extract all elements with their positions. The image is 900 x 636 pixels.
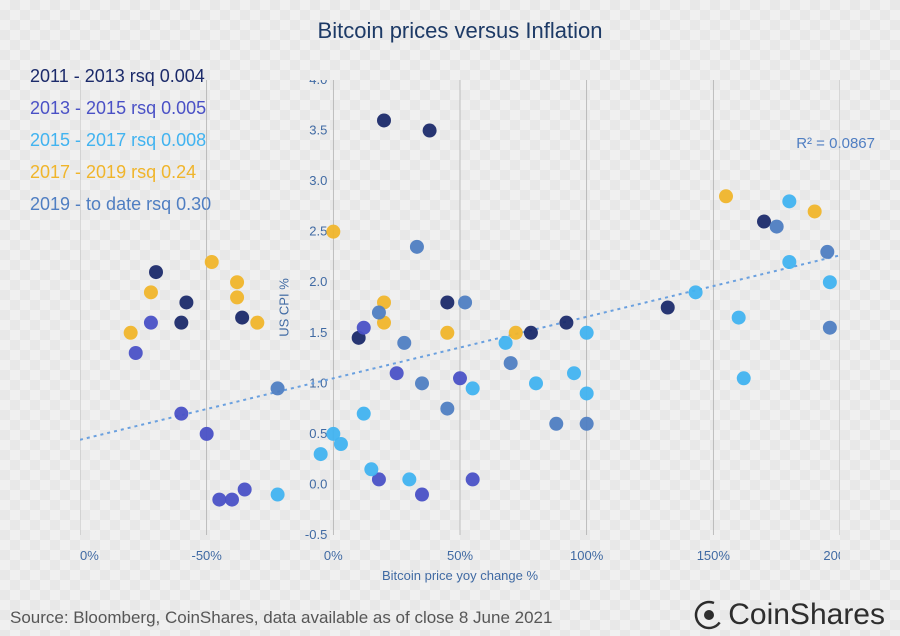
svg-text:100%: 100%	[570, 548, 604, 563]
chart-container: Bitcoin prices versus Inflation 2011 - 2…	[0, 0, 900, 636]
svg-text:2.5: 2.5	[309, 224, 327, 239]
brand-text: CoinShares	[728, 598, 885, 632]
brand-logo: CoinShares	[694, 598, 885, 632]
svg-text:4.0: 4.0	[309, 80, 327, 87]
svg-text:200%: 200%	[823, 548, 840, 563]
svg-text:50%: 50%	[447, 548, 473, 563]
svg-text:2.0: 2.0	[309, 274, 327, 289]
svg-text:0%: 0%	[324, 548, 343, 563]
svg-text:US CPI %: US CPI %	[276, 278, 291, 337]
svg-text:0.5: 0.5	[309, 426, 327, 441]
svg-text:3.5: 3.5	[309, 123, 327, 138]
plot-svg: -100%-50%0%50%100%150%200%-0.50.00.51.01…	[80, 80, 840, 595]
svg-text:-0.5: -0.5	[305, 527, 327, 542]
chart-area: Bitcoin prices versus Inflation 2011 - 2…	[40, 0, 880, 595]
svg-text:150%: 150%	[697, 548, 731, 563]
svg-text:-100%: -100%	[80, 548, 99, 563]
source-text: Source: Bloomberg, CoinShares, data avai…	[10, 608, 552, 628]
brand-icon	[694, 600, 724, 630]
svg-text:Bitcoin price yoy change %: Bitcoin price yoy change %	[382, 568, 539, 583]
plot-area: -100%-50%0%50%100%150%200%-0.50.00.51.01…	[80, 80, 840, 535]
svg-text:1.5: 1.5	[309, 325, 327, 340]
svg-text:-50%: -50%	[191, 548, 222, 563]
svg-text:0.0: 0.0	[309, 476, 327, 491]
chart-title: Bitcoin prices versus Inflation	[40, 18, 880, 44]
svg-text:3.0: 3.0	[309, 173, 327, 188]
